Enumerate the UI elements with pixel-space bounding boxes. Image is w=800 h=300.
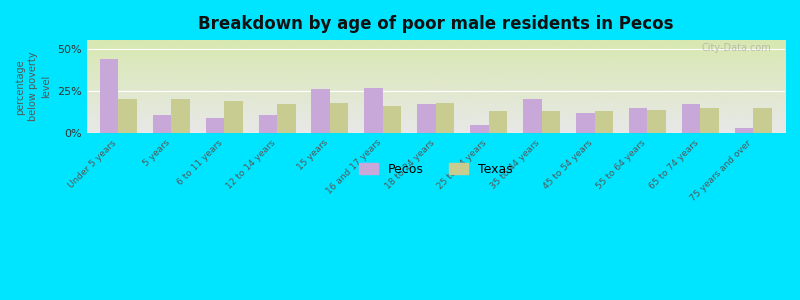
Bar — [206, 118, 224, 133]
Bar — [383, 106, 402, 133]
Bar — [277, 104, 295, 133]
Bar — [470, 125, 489, 133]
Legend: Pecos, Texas: Pecos, Texas — [354, 158, 518, 181]
Bar — [647, 110, 666, 133]
Bar — [418, 104, 436, 133]
Bar — [311, 89, 330, 133]
Bar — [224, 101, 242, 133]
Bar — [436, 103, 454, 133]
Bar — [489, 111, 507, 133]
Bar — [682, 104, 700, 133]
Bar — [330, 103, 349, 133]
Bar — [629, 108, 647, 133]
Y-axis label: percentage
below poverty
level: percentage below poverty level — [15, 52, 51, 122]
Bar — [700, 108, 719, 133]
Bar — [118, 99, 137, 133]
Bar — [576, 113, 594, 133]
Bar — [523, 99, 542, 133]
Text: City-Data.com: City-Data.com — [702, 43, 771, 53]
Bar — [100, 59, 118, 133]
Bar — [542, 111, 560, 133]
Bar — [171, 99, 190, 133]
Bar — [594, 111, 613, 133]
Bar — [734, 128, 754, 133]
Bar — [258, 115, 277, 133]
Bar — [364, 88, 383, 133]
Bar — [153, 115, 171, 133]
Title: Breakdown by age of poor male residents in Pecos: Breakdown by age of poor male residents … — [198, 15, 674, 33]
Bar — [754, 108, 772, 133]
